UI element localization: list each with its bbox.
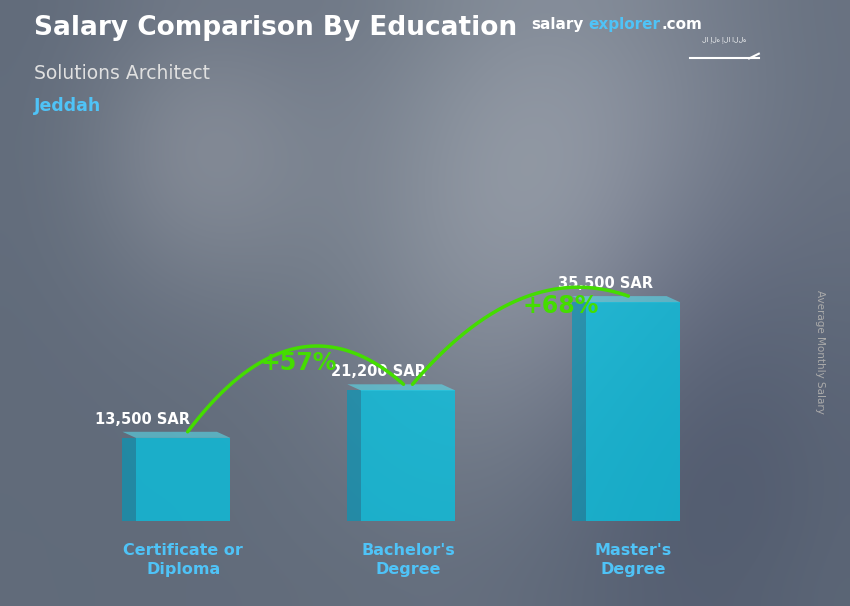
Text: explorer: explorer: [588, 17, 660, 32]
Polygon shape: [572, 296, 680, 302]
Text: 21,200 SAR: 21,200 SAR: [332, 364, 426, 379]
Polygon shape: [572, 302, 586, 521]
Text: +68%: +68%: [522, 295, 598, 318]
Bar: [136, 438, 230, 521]
Polygon shape: [122, 438, 136, 521]
Text: salary: salary: [531, 17, 584, 32]
Text: Salary Comparison By Education: Salary Comparison By Education: [34, 15, 517, 41]
Text: Solutions Architect: Solutions Architect: [34, 64, 210, 82]
Text: 13,500 SAR: 13,500 SAR: [95, 411, 190, 427]
Polygon shape: [348, 390, 360, 521]
Text: .com: .com: [661, 17, 702, 32]
Polygon shape: [348, 384, 456, 390]
Bar: [586, 302, 680, 521]
Polygon shape: [122, 432, 230, 438]
Bar: [360, 390, 456, 521]
Text: Jeddah: Jeddah: [34, 97, 101, 115]
Text: لا إله إلا الله: لا إله إلا الله: [702, 36, 747, 42]
Text: 35,500 SAR: 35,500 SAR: [558, 276, 654, 291]
Text: Average Monthly Salary: Average Monthly Salary: [815, 290, 825, 413]
Text: +57%: +57%: [261, 351, 337, 375]
